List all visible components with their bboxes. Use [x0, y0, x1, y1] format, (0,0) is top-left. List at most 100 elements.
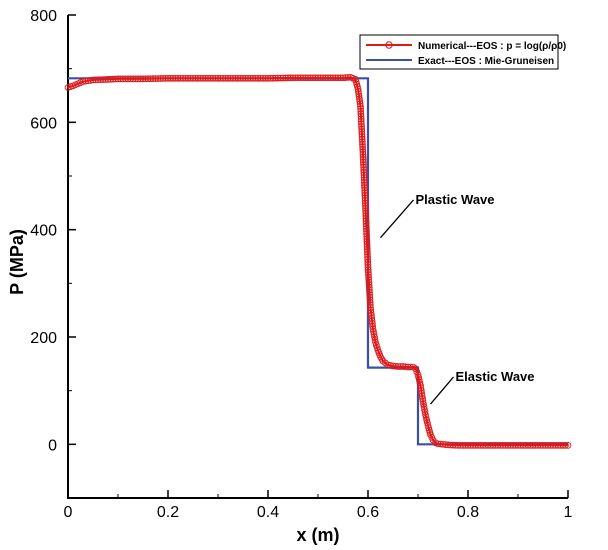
numerical-marker: [363, 243, 371, 251]
numerical-marker: [319, 74, 327, 82]
numerical-marker: [97, 76, 104, 84]
numerical-marker: [342, 74, 349, 81]
numerical-marker: [247, 74, 254, 82]
numerical-marker: [359, 153, 367, 161]
numerical-marker: [114, 75, 122, 83]
numerical-marker: [274, 74, 282, 82]
numerical-marker: [494, 442, 502, 449]
numerical-marker: [507, 442, 514, 449]
numerical-marker: [179, 74, 187, 82]
numerical-marker: [229, 74, 237, 82]
numerical-marker: [437, 440, 444, 448]
numerical-marker: [358, 133, 366, 141]
numerical-marker: [117, 75, 124, 83]
numerical-marker: [363, 240, 371, 248]
numerical-marker: [464, 442, 472, 449]
numerical-marker: [399, 363, 407, 370]
numerical-marker: [512, 442, 519, 449]
numerical-marker: [194, 74, 202, 82]
numerical-marker: [202, 74, 209, 82]
numerical-marker: [514, 442, 522, 449]
numerical-marker: [357, 113, 365, 120]
numerical-marker: [322, 74, 329, 82]
numerical-marker: [282, 74, 289, 82]
numerical-marker: [366, 286, 373, 294]
numerical-marker: [357, 118, 365, 125]
numerical-marker: [356, 97, 364, 105]
numerical-marker: [365, 284, 373, 291]
numerical-marker: [439, 440, 447, 448]
numerical-marker: [487, 442, 494, 449]
numerical-marker: [287, 74, 294, 82]
numerical-marker: [359, 143, 366, 151]
numerical-marker: [252, 74, 259, 82]
numerical-marker: [547, 442, 554, 449]
numerical-marker: [199, 74, 207, 82]
numerical-marker: [357, 102, 364, 110]
y-tick-label: 400: [30, 223, 57, 240]
numerical-marker: [104, 76, 112, 83]
annotation-arrow: [430, 376, 454, 405]
numerical-marker: [489, 442, 497, 449]
numerical-marker: [172, 74, 179, 82]
numerical-marker: [562, 442, 569, 449]
numerical-marker: [477, 442, 484, 449]
numerical-marker: [309, 74, 317, 82]
numerical-marker: [539, 442, 547, 449]
numerical-marker: [157, 75, 164, 82]
x-tick-label: 1: [564, 504, 573, 521]
numerical-marker: [363, 225, 370, 233]
numerical-marker: [364, 251, 371, 258]
numerical-marker: [142, 75, 149, 83]
x-tick-label: 0.6: [357, 504, 379, 521]
numerical-marker: [544, 442, 552, 449]
numerical-marker: [509, 442, 517, 449]
numerical-marker: [209, 74, 217, 82]
numerical-marker: [519, 442, 527, 449]
numerical-marker: [357, 105, 364, 113]
numerical-marker: [137, 75, 144, 83]
numerical-marker: [412, 365, 419, 373]
numerical-marker: [89, 76, 97, 84]
numerical-marker: [472, 442, 479, 449]
numerical-marker: [384, 361, 392, 369]
numerical-marker: [462, 442, 469, 449]
numerical-marker: [187, 74, 194, 82]
numerical-marker: [152, 75, 159, 82]
numerical-marker: [332, 74, 339, 82]
numerical-marker: [234, 74, 242, 82]
numerical-marker: [363, 230, 370, 238]
numerical-marker: [360, 171, 368, 179]
numerical-marker: [434, 440, 442, 448]
numerical-marker: [217, 74, 224, 82]
numerical-marker: [366, 296, 374, 304]
numerical-marker: [144, 75, 152, 83]
numerical-marker: [109, 75, 117, 83]
numerical-marker: [554, 442, 562, 449]
numerical-marker: [502, 442, 509, 449]
numerical-marker: [360, 169, 368, 176]
series-exact-line: [68, 77, 568, 446]
numerical-marker: [366, 289, 373, 296]
numerical-marker: [457, 442, 464, 449]
annotation-arrow: [380, 199, 414, 239]
numerical-marker: [357, 115, 365, 123]
numerical-marker: [257, 74, 264, 82]
numerical-marker: [164, 74, 172, 82]
numerical-marker: [364, 248, 371, 256]
numerical-marker: [479, 442, 487, 449]
numerical-marker: [360, 163, 367, 171]
numerical-marker: [366, 301, 374, 309]
x-tick-label: 0: [64, 504, 73, 521]
numerical-marker: [364, 268, 372, 276]
numerical-marker: [364, 253, 371, 261]
numerical-marker: [356, 95, 363, 103]
numerical-marker: [364, 256, 372, 263]
numerical-marker: [312, 74, 319, 82]
numerical-marker: [360, 174, 368, 181]
numerical-marker: [87, 76, 94, 84]
numerical-marker: [317, 74, 324, 82]
numerical-marker: [159, 75, 167, 82]
numerical-marker: [360, 176, 368, 184]
y-tick-label: 0: [48, 437, 57, 454]
